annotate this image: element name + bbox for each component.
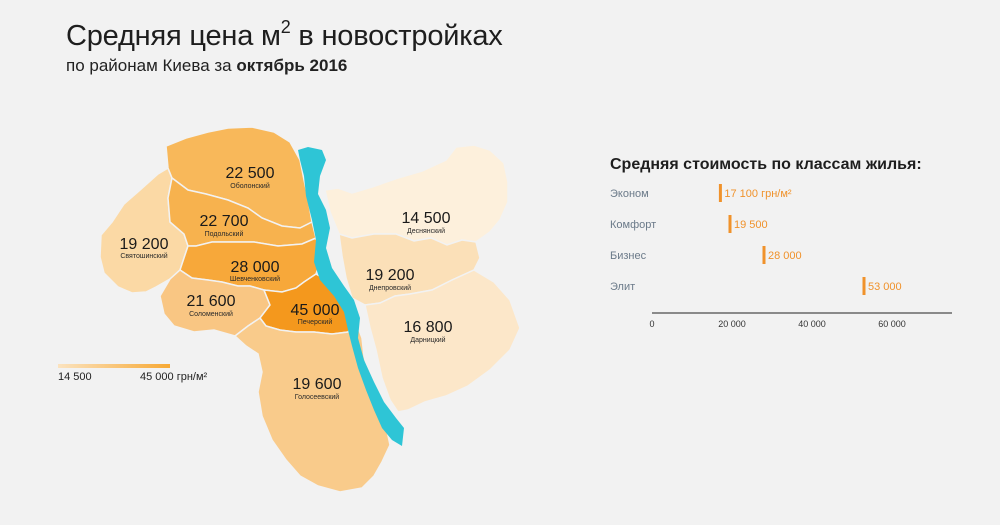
classes-bar-chart: Эконом 17 100 грн/м² Комфорт 19 500 Бизнес 28… — [610, 184, 952, 329]
page-subtitle: по районам Киева за октябрь 2016 — [66, 56, 503, 76]
price-solomensky: 21 600 — [187, 293, 236, 310]
price-svyatoshinsky: 19 200 — [120, 236, 169, 253]
name-darnitsky: Дарницкий — [410, 336, 445, 344]
name-obolonsky: Оболонский — [230, 182, 270, 190]
dnipro-river — [298, 147, 404, 446]
category-label-0: Эконом — [610, 188, 649, 200]
name-shevchenkovsky: Шевченковский — [230, 275, 280, 283]
category-label-3: Элит — [610, 281, 635, 293]
subtitle-prefix: по районам Киева за — [66, 56, 237, 75]
bar-2 — [762, 246, 766, 264]
right-bank — [99, 126, 391, 493]
name-goloseevsky: Голосеевский — [295, 393, 340, 401]
name-podolsky: Подольский — [205, 230, 244, 238]
legend-min-label: 14 500 — [58, 371, 92, 383]
chart-marks: Эконом 17 100 грн/м² Комфорт 19 500 Бизнес 28… — [610, 184, 902, 295]
bar-3 — [862, 277, 866, 295]
map-legend: 14 500 45 000 грн/м² — [58, 364, 208, 383]
category-label-2: Бизнес — [610, 250, 647, 262]
x-tick-label-1: 20 000 — [718, 319, 746, 329]
price-desnyansky: 14 500 — [402, 210, 451, 227]
price-dneprovsky: 19 200 — [366, 267, 415, 284]
price-pechersky: 45 000 — [291, 302, 340, 319]
bar-1 — [728, 215, 732, 233]
price-obolonsky: 22 500 — [226, 165, 275, 182]
bar-0 — [718, 184, 722, 202]
price-podolsky: 22 700 — [200, 213, 249, 230]
name-pechersky: Печерский — [298, 318, 333, 326]
legend-max-label: 45 000 грн/м² — [140, 371, 208, 383]
name-dneprovsky: Днепровский — [369, 284, 411, 292]
category-label-1: Комфорт — [610, 219, 656, 231]
title-superscript: 2 — [280, 17, 291, 37]
price-shevchenkovsky: 28 000 — [231, 259, 280, 276]
district-labels: 22 500 Оболонский 22 700 Подольский 19 2… — [120, 165, 453, 401]
value-label-1: 19 500 — [734, 219, 768, 231]
price-goloseevsky: 19 600 — [293, 376, 342, 393]
x-tick-label-2: 40 000 — [798, 319, 826, 329]
classes-chart-title: Средняя стоимость по классам жилья: — [610, 156, 922, 173]
price-darnitsky: 16 800 — [404, 319, 453, 336]
x-tick-label-3: 60 000 — [878, 319, 906, 329]
x-axis-ticks: 0 20 000 40 000 60 000 — [649, 319, 905, 329]
title-main: Средняя цена м — [66, 20, 281, 52]
page-title: Средняя цена м2 в новостройках — [66, 18, 503, 54]
district-darnitsky[interactable] — [364, 269, 521, 413]
title-rest: в новостройках — [290, 20, 503, 52]
left-bank — [324, 144, 521, 413]
value-label-0: 17 100 грн/м² — [724, 188, 792, 200]
name-svyatoshinsky: Святошинский — [120, 252, 167, 260]
header: Средняя цена м2 в новостройках по района… — [66, 18, 503, 76]
district-goloseevsky[interactable] — [233, 316, 391, 493]
value-label-3: 53 000 — [868, 281, 902, 293]
name-solomensky: Соломенский — [189, 310, 233, 318]
legend-gradient-bar — [58, 364, 170, 368]
value-label-2: 28 000 — [768, 250, 802, 262]
subtitle-period: октябрь 2016 — [236, 56, 348, 75]
name-desnyansky: Деснянский — [407, 227, 445, 235]
kyiv-districts-map: 22 500 Оболонский 22 700 Подольский 19 2… — [58, 126, 521, 493]
x-tick-label-0: 0 — [649, 319, 654, 329]
